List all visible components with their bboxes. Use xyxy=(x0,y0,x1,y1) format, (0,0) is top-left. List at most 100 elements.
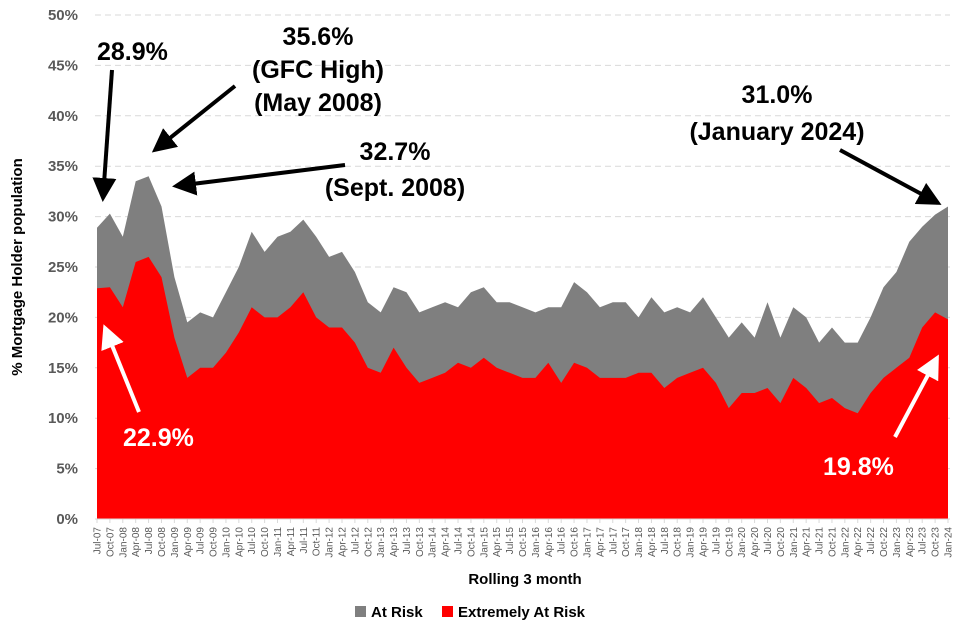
x-tick-label: Oct-08 xyxy=(157,527,168,557)
x-tick-label: Apr-18 xyxy=(647,527,658,557)
x-tick-label: Apr-14 xyxy=(441,527,452,557)
y-tick-label: 30% xyxy=(48,209,78,226)
x-tick-label: Oct-09 xyxy=(209,527,220,557)
y-tick-labels: 0% 5% 10% 15% 20% 25% 30% 35% 40% 45% 50% xyxy=(48,7,78,528)
x-tick-label: Jan-11 xyxy=(273,527,284,557)
arrow-start-extreme xyxy=(101,324,141,413)
x-tick-label: Jan-20 xyxy=(737,527,748,558)
x-tick-label: Oct-22 xyxy=(879,527,890,557)
x-tick-label: Oct-23 xyxy=(931,527,942,557)
x-tick-label: Jan-17 xyxy=(582,527,593,558)
annotation-jan-2024-value: 31.0% xyxy=(742,81,813,109)
x-tick-label: Jul-17 xyxy=(608,527,619,555)
x-tick-label: Jan-24 xyxy=(944,527,955,558)
y-tick-label: 5% xyxy=(56,461,78,478)
annotation-start-extreme: 22.9% xyxy=(123,424,194,452)
y-tick-label: 45% xyxy=(48,57,78,74)
x-tick-label: Oct-19 xyxy=(724,527,735,557)
y-tick-label: 10% xyxy=(48,410,78,427)
annotation-gfc-high-value: 35.6% xyxy=(283,23,354,51)
x-tick-label: Jul-19 xyxy=(711,527,722,555)
x-tick-label: Jan-15 xyxy=(479,527,490,558)
legend-label-extremely-at-risk: Extremely At Risk xyxy=(458,604,586,621)
x-tick-label: Oct-21 xyxy=(827,527,838,557)
x-tick-label: Apr-19 xyxy=(699,527,710,557)
x-tick-label: Oct-17 xyxy=(621,527,632,557)
annotation-gfc-high-date: (May 2008) xyxy=(254,89,382,117)
arrow-start-at-risk xyxy=(92,69,117,202)
x-tick-label: Jan-09 xyxy=(170,527,181,558)
x-tick-label: Apr-22 xyxy=(853,527,864,557)
x-tick-label: Oct-07 xyxy=(105,527,116,557)
x-tick-label: Apr-10 xyxy=(234,527,245,557)
x-tick-label: Jul-22 xyxy=(866,527,877,555)
x-tick-label: Apr-21 xyxy=(802,527,813,557)
x-tick-label: Oct-16 xyxy=(570,527,581,557)
x-tick-label: Oct-15 xyxy=(518,527,529,557)
x-tick-label: Jan-19 xyxy=(686,527,697,558)
x-tick-label: Oct-10 xyxy=(260,527,271,557)
y-tick-label: 35% xyxy=(48,158,78,175)
x-tick-label: Jan-14 xyxy=(428,527,439,558)
x-tick-label: Oct-13 xyxy=(415,527,426,557)
x-tick-label: Oct-12 xyxy=(363,527,374,557)
x-tick-label: Jan-16 xyxy=(531,527,542,558)
x-tick-label: Jul-23 xyxy=(918,527,929,555)
x-tick-label: Jan-18 xyxy=(634,527,645,558)
x-tick-label: Jul-12 xyxy=(350,527,361,555)
x-tick-label: Jan-22 xyxy=(840,527,851,558)
x-axis-title: Rolling 3 month xyxy=(468,571,581,588)
y-tick-label: 25% xyxy=(48,259,78,276)
x-tick-label: Apr-13 xyxy=(389,527,400,557)
x-tick-label: Jul-14 xyxy=(454,527,465,555)
x-tick-labels: Jul-07 Oct-07 Jan-08 Apr-08 Jul-08 Oct-08 Jan-… xyxy=(93,519,955,558)
x-tick-label: Apr-08 xyxy=(131,527,142,557)
arrow-jan-2024 xyxy=(839,148,942,205)
annotations: 28.9% 35.6% (GFC High) (May 2008) 32.7% … xyxy=(92,23,942,481)
x-tick-label: Jul-08 xyxy=(144,527,155,555)
legend: At Risk Extremely At Risk xyxy=(355,604,586,621)
x-tick-label: Jan-21 xyxy=(789,527,800,558)
x-tick-label: Jul-15 xyxy=(505,527,516,555)
y-tick-label: 50% xyxy=(48,7,78,24)
x-tick-label: Apr-20 xyxy=(750,527,761,557)
arrow-gfc-high xyxy=(151,84,237,153)
annotation-gfc-high-label: (GFC High) xyxy=(252,56,384,84)
x-tick-label: Oct-14 xyxy=(466,527,477,557)
legend-label-at-risk: At Risk xyxy=(371,604,423,621)
x-tick-label: Jan-13 xyxy=(376,527,387,558)
y-tick-label: 40% xyxy=(48,108,78,125)
x-tick-label: Jul-13 xyxy=(402,527,413,555)
x-tick-label: Apr-23 xyxy=(905,527,916,557)
annotation-sept-2008-value: 32.7% xyxy=(360,138,431,166)
arrow-end-extreme xyxy=(893,354,939,438)
y-tick-label: 20% xyxy=(48,309,78,326)
annotation-sept-2008-date: (Sept. 2008) xyxy=(325,174,465,202)
annotation-start-at-risk: 28.9% xyxy=(97,38,168,66)
x-tick-label: Jul-11 xyxy=(299,527,310,554)
x-tick-label: Jul-10 xyxy=(247,527,258,555)
x-tick-label: Oct-18 xyxy=(673,527,684,557)
area-series xyxy=(97,176,948,520)
x-tick-label: Jul-07 xyxy=(93,527,104,555)
y-axis-title: % Mortgage Holder population xyxy=(9,158,26,376)
x-tick-label: Apr-09 xyxy=(183,527,194,557)
y-tick-label: 15% xyxy=(48,360,78,377)
x-tick-label: Jan-12 xyxy=(325,527,336,558)
x-tick-label: Jul-18 xyxy=(660,527,671,555)
x-tick-label: Apr-16 xyxy=(544,527,555,557)
x-tick-label: Jul-20 xyxy=(763,527,774,555)
x-tick-label: Oct-11 xyxy=(312,527,323,557)
x-tick-label: Apr-11 xyxy=(286,527,297,557)
x-tick-label: Apr-15 xyxy=(492,527,503,557)
legend-swatch-extremely-at-risk xyxy=(442,606,453,617)
y-tick-label: 0% xyxy=(56,511,78,528)
x-tick-label: Jul-21 xyxy=(815,527,826,555)
annotation-jan-2024-date: (January 2024) xyxy=(689,118,864,146)
arrow-sept-2008 xyxy=(172,163,346,196)
annotation-end-extreme: 19.8% xyxy=(823,453,894,481)
x-tick-label: Jan-23 xyxy=(892,527,903,558)
x-tick-label: Jan-08 xyxy=(118,527,129,558)
x-tick-label: Jul-16 xyxy=(557,527,568,555)
